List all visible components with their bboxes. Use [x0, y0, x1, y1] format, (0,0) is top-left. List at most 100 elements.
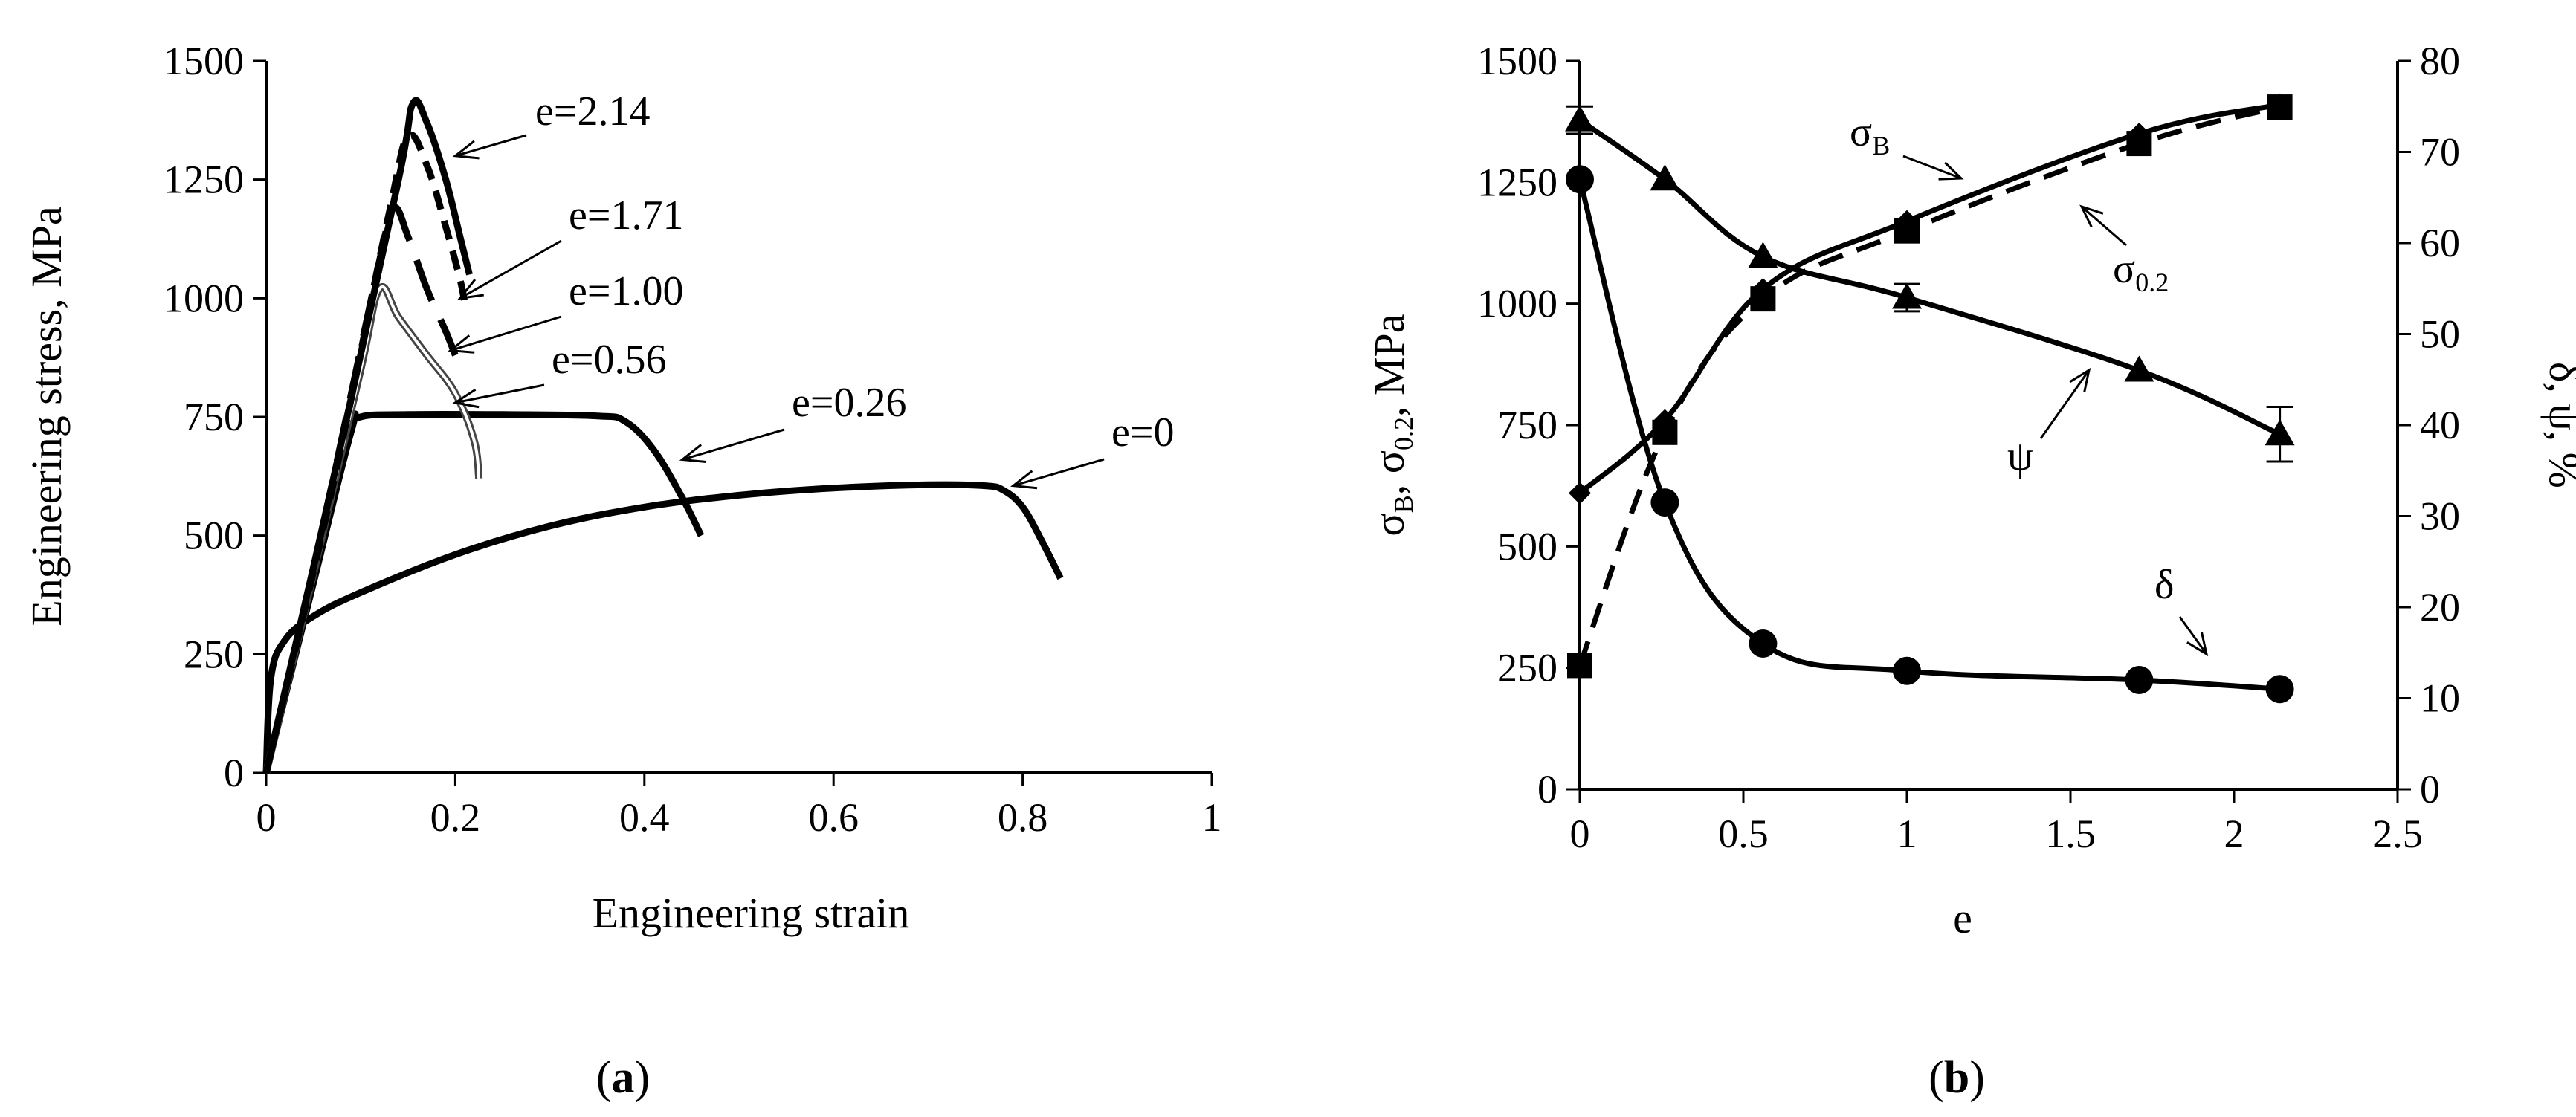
panel-b-right-axis-title: δ, ψ, % [2540, 362, 2576, 488]
b-marker-delta-3 [1893, 656, 1921, 685]
b-right-tick-label-1: 10 [2420, 676, 2460, 721]
left-title-mid: , σ [1365, 450, 1413, 495]
a-annotation-arrow-head-0 [452, 140, 480, 160]
a-annotation-label-1: e=1.71 [569, 192, 683, 239]
left-title-tail: , MPa [1365, 314, 1413, 417]
b-annotation-arrow-line-delta [2178, 616, 2208, 655]
b-xtick-label-5: 2.5 [2372, 812, 2423, 856]
b-annotation-label-delta: δ [2154, 562, 2174, 608]
b-left-tick-label-0: 0 [1537, 767, 1557, 812]
panel-label-a-open: ( [596, 1052, 612, 1103]
b-marker-sigma-02-4 [2126, 131, 2152, 157]
b-right-tick-label-4: 40 [2420, 403, 2460, 447]
panel-label-b-letter: b [1944, 1052, 1969, 1103]
b-xtick-label-2: 1 [1897, 812, 1917, 856]
b-annotation-label-sigma-b: σB [1850, 109, 1890, 161]
b-right-tick-label-8: 80 [2420, 39, 2460, 83]
b-marker-sigma-02-0 [1567, 653, 1592, 679]
a-xtick-label-0: 0 [256, 795, 277, 840]
a-xtick-label-2: 0.4 [619, 795, 670, 840]
b-annotation-arrow-head-sigma-b [1938, 161, 1964, 181]
panel-b-left-axis-title: σB, σ0.2, MPa [1365, 314, 1418, 536]
b-annotation-arrow-head-sigma-02 [2079, 204, 2104, 228]
a-annotation-label-2: e=1.00 [569, 268, 683, 314]
b-left-tick-label-1: 250 [1497, 646, 1557, 690]
panel-label-a-letter: a [612, 1052, 635, 1103]
panel-label-b: (b) [1928, 1052, 1985, 1103]
a-annotation-arrow-line-4 [682, 428, 785, 461]
a-series-e-0-26 [262, 410, 705, 774]
a-annotation-arrow-head-3 [452, 388, 480, 409]
b-marker-sigma-02-2 [1750, 286, 1776, 312]
b-marker-delta-4 [2125, 666, 2154, 694]
panel-label-b-open: ( [1928, 1052, 1944, 1103]
b-left-tick-label-4: 1000 [1477, 282, 1557, 326]
b-annotation-arrow-head-delta [2186, 631, 2209, 657]
a-series-e-1-71 [262, 132, 468, 774]
b-series-line-delta [1577, 178, 2280, 692]
panel-label-b-close: ) [1969, 1052, 1985, 1103]
b-annotation-base-sigma-b: σ [1850, 109, 1872, 155]
a-annotation-arrow-head-2 [448, 334, 475, 354]
a-annotation-arrow-head-5 [1010, 470, 1038, 490]
a-annotation-arrow-line-2 [450, 315, 562, 352]
b-marker-psi-4 [2124, 355, 2154, 382]
a-ytick-label-1: 250 [184, 632, 244, 676]
a-annotation-arrow-head-4 [679, 444, 706, 464]
b-left-tick-label-6: 1500 [1477, 39, 1557, 83]
a-ytick-label-2: 500 [184, 514, 244, 558]
b-annotation-label-sigma-02: σ0.2 [2113, 246, 2169, 297]
b-right-tick-label-2: 20 [2420, 585, 2460, 629]
a-ytick-label-0: 0 [224, 751, 244, 795]
b-xtick-label-0: 0 [1570, 812, 1590, 856]
a-xtick-label-1: 0.2 [430, 795, 481, 840]
b-right-tick-label-7: 70 [2420, 130, 2460, 175]
panel-label-a: (a) [596, 1052, 650, 1103]
a-ytick-label-4: 1000 [164, 276, 244, 320]
b-marker-psi-1 [1650, 164, 1680, 191]
a-annotation-arrow-line-5 [1013, 458, 1105, 488]
left-title-sub-02: 0.2 [1389, 417, 1418, 450]
a-ytick-label-5: 1250 [164, 158, 244, 202]
a-xtick-label-4: 0.8 [998, 795, 1048, 840]
a-series-inner-e-0-56 [265, 285, 481, 774]
a-ytick-label-6: 1500 [164, 39, 244, 83]
b-annotation-label-psi: ψ [2007, 433, 2033, 479]
b-left-tick-label-2: 500 [1497, 524, 1557, 569]
panel-b-x-axis-title: e [1953, 894, 1972, 942]
panel-a-chart: 0 250 500 750 1000 1250 1500 0 0.2 0.4 0.6 0.8 1 e=… [22, 39, 1222, 937]
b-right-tick-label-3: 30 [2420, 494, 2460, 539]
b-marker-delta-5 [2265, 675, 2294, 704]
a-annotation-label-0: e=2.14 [535, 88, 650, 135]
b-marker-sigma-02-1 [1652, 419, 1678, 445]
b-xtick-label-4: 2 [2224, 812, 2244, 856]
a-annotation-label-5: e=0 [1111, 409, 1174, 456]
a-annotation-label-3: e=0.56 [552, 337, 666, 383]
b-marker-delta-2 [1749, 629, 1778, 658]
b-xtick-label-1: 0.5 [1718, 812, 1769, 856]
b-left-tick-label-5: 1250 [1477, 160, 1557, 204]
b-marker-sigma-02-5 [2267, 94, 2293, 120]
a-xtick-label-3: 0.6 [808, 795, 859, 840]
b-right-tick-label-5: 50 [2420, 312, 2460, 357]
b-annotation-arrow-line-psi [2039, 369, 2091, 439]
panel-a-x-axis-title: Engineering strain [593, 889, 910, 937]
b-marker-sigma-02-3 [1894, 218, 1920, 244]
b-annotation-arrow-line-sigma-02 [2081, 205, 2127, 247]
b-marker-psi-2 [1748, 242, 1778, 268]
b-annotation-arrow-head-psi [2069, 367, 2091, 393]
a-series-e-2-14 [262, 97, 473, 774]
b-annotation-sub-sigma-02: 0.2 [2135, 268, 2169, 297]
b-right-tick-label-0: 0 [2420, 767, 2440, 812]
b-marker-delta-0 [1566, 165, 1594, 194]
panel-label-a-close: ) [635, 1052, 651, 1103]
a-annotation-arrow-line-0 [454, 134, 527, 158]
a-series-e-1-00 [262, 204, 459, 774]
b-annotation-arrow-line-sigma-b [1902, 155, 1962, 180]
b-marker-sigma-b-0 [1569, 482, 1591, 505]
left-title-sub-b: B [1389, 495, 1418, 513]
b-left-tick-label-3: 750 [1497, 403, 1557, 447]
left-title-sigma: σ [1365, 513, 1413, 536]
